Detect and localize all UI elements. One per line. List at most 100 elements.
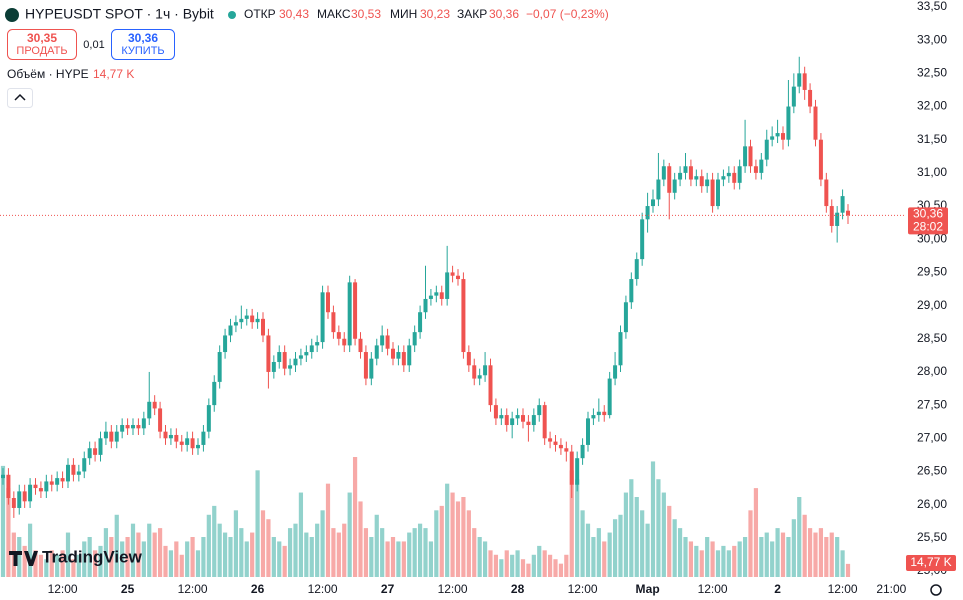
volume-bar bbox=[130, 523, 136, 577]
sell-label: ПРОДАТЬ bbox=[16, 45, 67, 57]
collapse-button[interactable] bbox=[7, 88, 33, 108]
volume-bar bbox=[71, 559, 76, 577]
volume-bar bbox=[423, 528, 428, 577]
candle-body bbox=[33, 484, 38, 489]
candle-body bbox=[531, 415, 536, 426]
sell-button[interactable] bbox=[7, 29, 77, 60]
x-tick-label: 2 bbox=[774, 582, 781, 596]
settings-icon[interactable] bbox=[930, 584, 942, 596]
candle-body bbox=[179, 441, 184, 445]
candle-body bbox=[423, 298, 428, 313]
candle-body bbox=[759, 159, 764, 173]
volume-bar bbox=[369, 537, 374, 577]
candle-body bbox=[493, 405, 498, 419]
candle-body bbox=[82, 458, 87, 472]
volume-bar bbox=[147, 523, 152, 577]
volume-bar bbox=[564, 554, 569, 577]
volume-bar bbox=[510, 554, 515, 577]
candle-body bbox=[515, 415, 520, 419]
candle-body bbox=[174, 434, 179, 442]
candle-body bbox=[445, 272, 450, 299]
candle-body bbox=[244, 315, 249, 319]
candle-body bbox=[591, 415, 596, 419]
volume-bar bbox=[0, 465, 6, 577]
volume-bar bbox=[114, 514, 119, 577]
candle-layer bbox=[1, 56, 850, 518]
candle-body bbox=[190, 438, 195, 449]
candle-body bbox=[775, 133, 780, 137]
candle-body bbox=[840, 196, 845, 213]
symbol-title[interactable]: HYPEUSDT SPOT · 1ч · Bybit bbox=[25, 6, 214, 22]
volume-bar bbox=[342, 523, 347, 577]
y-tick-label: 32,50 bbox=[917, 66, 947, 80]
last-volume-tag bbox=[906, 555, 956, 571]
candle-body bbox=[309, 345, 314, 353]
x-tick-label: 25 bbox=[121, 582, 135, 596]
candle-body bbox=[797, 73, 802, 87]
candle-body bbox=[802, 73, 807, 90]
volume-bar bbox=[201, 537, 206, 577]
volume-bar bbox=[87, 537, 92, 577]
candle-body bbox=[553, 441, 558, 445]
volume-bar bbox=[791, 519, 796, 577]
volume-bar bbox=[195, 550, 201, 577]
x-tick-label: 12:00 bbox=[698, 582, 728, 596]
candle-body bbox=[271, 361, 276, 372]
candle-body bbox=[818, 139, 823, 180]
volume-bar bbox=[786, 537, 791, 577]
candle-body bbox=[504, 415, 509, 426]
candle-body bbox=[288, 365, 293, 369]
last-price-tag bbox=[908, 207, 948, 235]
candle-body bbox=[580, 444, 585, 459]
candle-body bbox=[824, 179, 829, 207]
volume-bar bbox=[455, 501, 461, 577]
candle-body bbox=[661, 166, 666, 180]
volume-bar bbox=[645, 523, 650, 577]
candle-body bbox=[683, 166, 688, 173]
candle-body bbox=[629, 279, 634, 303]
volume-bar bbox=[98, 545, 103, 577]
volume-bar bbox=[683, 537, 688, 577]
candle-body bbox=[613, 365, 618, 379]
y-tick-label: 26,50 bbox=[917, 464, 947, 478]
candle-body bbox=[212, 381, 217, 406]
volume-bar bbox=[293, 523, 298, 577]
volume-bar bbox=[542, 550, 547, 577]
volume-bar bbox=[764, 532, 769, 577]
candle-body bbox=[109, 431, 114, 442]
volume-bar bbox=[55, 554, 60, 577]
candle-body bbox=[623, 302, 628, 333]
volume-bar bbox=[287, 528, 293, 577]
status-dot bbox=[228, 11, 236, 19]
candle-body bbox=[537, 405, 542, 416]
volume-bar bbox=[829, 532, 834, 577]
candle-body bbox=[634, 259, 639, 280]
volume-bar bbox=[813, 532, 818, 577]
candle-body bbox=[223, 335, 228, 353]
watermark-logo bbox=[9, 551, 38, 566]
volume-legend-value: 14,77 K bbox=[93, 67, 134, 81]
candle-body bbox=[548, 438, 553, 442]
candle-body bbox=[71, 464, 76, 475]
x-tick-label: 12:00 bbox=[828, 582, 858, 596]
volume-bar bbox=[22, 545, 27, 577]
volume-bar bbox=[596, 528, 601, 577]
volume-bar bbox=[212, 505, 217, 577]
candle-body bbox=[336, 332, 341, 339]
volume-bar bbox=[76, 554, 81, 577]
volume-bar bbox=[607, 532, 612, 577]
volume-bar bbox=[309, 537, 314, 577]
buy-button[interactable] bbox=[111, 29, 175, 60]
candle-body bbox=[575, 458, 580, 485]
volume-bar bbox=[103, 528, 109, 577]
candle-body bbox=[1, 474, 5, 479]
volume-bar bbox=[380, 528, 385, 577]
volume-bar bbox=[27, 523, 33, 577]
y-tick-label: 33,50 bbox=[917, 0, 947, 13]
volume-bar bbox=[33, 550, 38, 577]
candle-body bbox=[120, 425, 125, 432]
candle-body bbox=[721, 176, 726, 180]
volume-legend-label: Объём · HYPE bbox=[7, 67, 89, 81]
candle-body bbox=[87, 448, 92, 459]
